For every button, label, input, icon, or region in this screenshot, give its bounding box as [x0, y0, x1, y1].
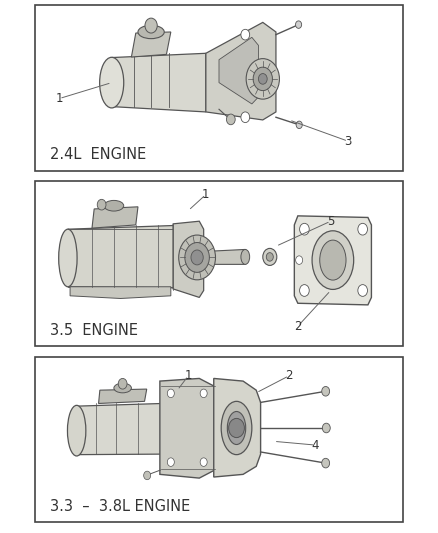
Ellipse shape	[312, 231, 354, 289]
Circle shape	[167, 389, 174, 398]
Ellipse shape	[104, 200, 124, 211]
Polygon shape	[68, 225, 175, 288]
Ellipse shape	[320, 240, 346, 280]
Polygon shape	[202, 249, 245, 264]
Circle shape	[118, 378, 127, 389]
Text: 3: 3	[345, 135, 352, 148]
Circle shape	[258, 74, 267, 84]
Text: 1: 1	[184, 369, 192, 382]
Ellipse shape	[138, 25, 164, 39]
Ellipse shape	[241, 249, 250, 264]
Text: 3.5  ENGINE: 3.5 ENGINE	[50, 322, 138, 338]
Polygon shape	[219, 37, 258, 104]
Text: 1: 1	[202, 188, 210, 201]
Bar	[35, 181, 403, 346]
Circle shape	[322, 458, 330, 468]
Text: 2: 2	[294, 320, 302, 333]
Text: 2: 2	[285, 369, 293, 382]
Polygon shape	[131, 32, 171, 57]
Ellipse shape	[59, 229, 77, 287]
Bar	[35, 5, 403, 171]
Circle shape	[263, 248, 277, 265]
Circle shape	[322, 386, 330, 396]
Circle shape	[200, 458, 207, 466]
Polygon shape	[173, 221, 204, 297]
Circle shape	[144, 471, 151, 480]
Ellipse shape	[99, 58, 124, 108]
Text: 2.4L  ENGINE: 2.4L ENGINE	[50, 147, 147, 162]
Polygon shape	[160, 378, 215, 478]
Circle shape	[296, 21, 302, 28]
Circle shape	[191, 250, 203, 265]
Polygon shape	[99, 389, 147, 403]
Circle shape	[179, 235, 215, 280]
Text: 5: 5	[327, 215, 334, 228]
Text: 3.3  –  3.8L ENGINE: 3.3 – 3.8L ENGINE	[50, 498, 191, 514]
Ellipse shape	[67, 405, 86, 456]
Circle shape	[253, 67, 272, 91]
Ellipse shape	[114, 383, 131, 393]
Circle shape	[300, 285, 309, 296]
Text: 1: 1	[55, 92, 63, 105]
Polygon shape	[112, 53, 206, 112]
Circle shape	[185, 243, 209, 272]
Circle shape	[300, 223, 309, 235]
Polygon shape	[206, 22, 276, 120]
Polygon shape	[92, 207, 138, 228]
Circle shape	[97, 199, 106, 210]
Circle shape	[241, 29, 250, 40]
Polygon shape	[294, 216, 371, 305]
Circle shape	[226, 114, 235, 125]
Polygon shape	[77, 403, 162, 455]
Circle shape	[296, 121, 302, 128]
Circle shape	[167, 458, 174, 466]
Circle shape	[229, 418, 244, 438]
Circle shape	[358, 223, 367, 235]
Circle shape	[145, 18, 157, 33]
Circle shape	[241, 112, 250, 123]
Circle shape	[266, 253, 273, 261]
Polygon shape	[70, 287, 171, 298]
Ellipse shape	[227, 411, 246, 445]
Circle shape	[246, 59, 279, 99]
Circle shape	[322, 423, 330, 433]
Circle shape	[296, 256, 303, 264]
Bar	[35, 357, 403, 522]
Circle shape	[358, 285, 367, 296]
Ellipse shape	[221, 401, 252, 455]
Circle shape	[200, 389, 207, 398]
Text: 4: 4	[311, 439, 319, 451]
Polygon shape	[214, 378, 261, 477]
